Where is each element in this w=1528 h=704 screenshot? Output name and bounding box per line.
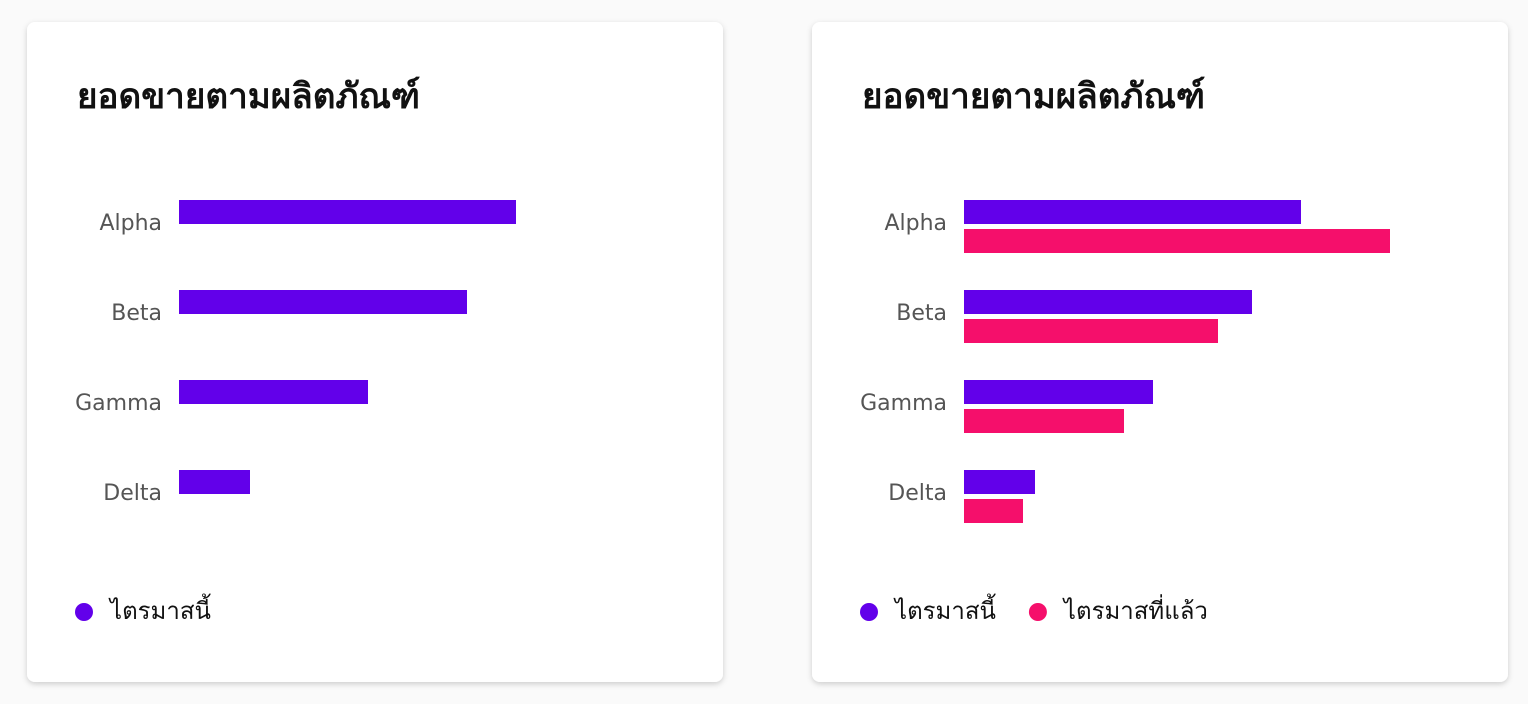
card-background <box>812 22 1508 682</box>
category-label: Beta <box>896 301 947 326</box>
bar <box>964 319 1218 343</box>
bar <box>179 200 516 224</box>
legend-marker <box>75 603 93 621</box>
chart-title: ยอดขายตามผลิตภัณฑ์ <box>862 76 1205 117</box>
bar <box>179 380 368 404</box>
category-label: Gamma <box>860 391 947 416</box>
legend-marker <box>860 603 878 621</box>
bar <box>179 470 250 494</box>
category-label: Gamma <box>75 391 162 416</box>
legend-label: ไตรมาสนี้ <box>893 593 996 625</box>
bar <box>964 499 1023 523</box>
category-label: Alpha <box>99 211 162 236</box>
bar <box>964 380 1153 404</box>
category-label: Alpha <box>884 211 947 236</box>
chart-card: ยอดขายตามผลิตภัณฑ์ Alpha Beta Gamma Delta ไตร… <box>27 22 723 682</box>
category-label: Delta <box>888 481 947 506</box>
bar <box>964 470 1035 494</box>
bar <box>179 290 467 314</box>
legend-marker <box>1028 603 1047 621</box>
bar <box>964 200 1301 224</box>
category-label: Delta <box>103 481 162 506</box>
card-background <box>27 22 723 682</box>
bar <box>964 290 1252 314</box>
category-label: Beta <box>111 301 162 326</box>
bar <box>964 409 1124 433</box>
legend-label: ไตรมาสนี้ <box>108 593 211 625</box>
legend-label: ไตรมาสที่แล้ว <box>1062 594 1208 625</box>
chart-card: ยอดขายตามผลิตภัณฑ์ Alpha Beta Gamma Delta ไตร… <box>812 22 1508 682</box>
bar <box>964 229 1390 253</box>
chart-title: ยอดขายตามผลิตภัณฑ์ <box>77 76 420 117</box>
